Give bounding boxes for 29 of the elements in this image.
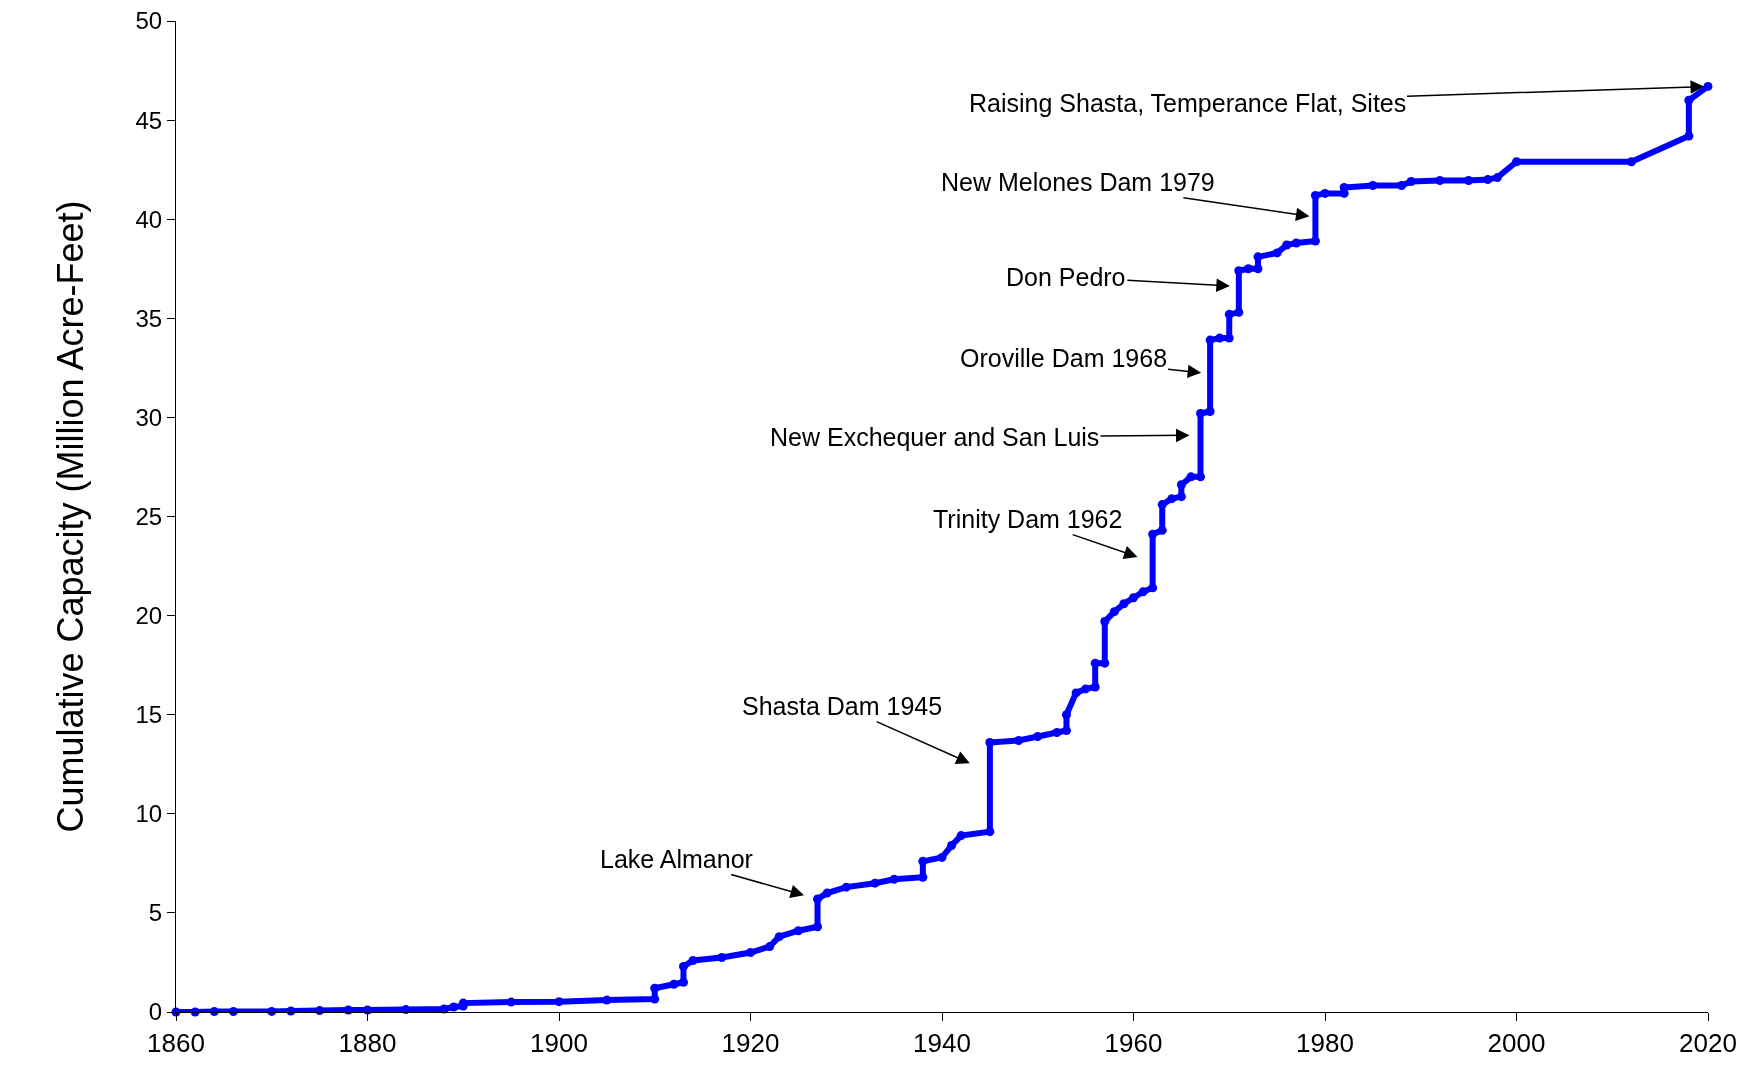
y-tick-label: 35 (135, 304, 163, 332)
x-tick-label: 1920 (721, 1028, 780, 1059)
annotation: Oroville Dam 1968 (960, 344, 1168, 372)
x-tick-label: 1860 (147, 1028, 205, 1059)
annotation: Trinity Dam 1962 (933, 505, 1123, 533)
x-tick-label: 2020 (1679, 1028, 1737, 1059)
y-tick-label: 25 (135, 502, 163, 530)
annotation: New Melones Dam 1979 (941, 168, 1215, 196)
annotation: Don Pedro (1006, 263, 1126, 291)
annotation: Raising Shasta, Temperance Flat, Sites (969, 89, 1407, 117)
x-tick-label: 1960 (1104, 1028, 1163, 1059)
y-tick-label: 30 (135, 403, 163, 431)
y-tick-label: 0 (148, 998, 163, 1026)
y-tick-label: 5 (148, 899, 163, 927)
y-tick-label: 45 (135, 106, 163, 134)
y-tick-label: 15 (135, 701, 163, 729)
annotation: Shasta Dam 1945 (742, 692, 943, 720)
x-tick-label: 1880 (338, 1028, 397, 1059)
y-tick-label: 20 (135, 602, 163, 629)
y-tick-label: 10 (135, 800, 163, 828)
x-tick-label: 2000 (1487, 1028, 1546, 1059)
annotation: New Exchequer and San Luis (770, 423, 1100, 451)
x-tick-label: 1900 (530, 1028, 588, 1059)
y-axis-title: Cumulative Capacity (Million Acre-Feet) (50, 200, 92, 833)
annotation: Lake Almanor (600, 845, 753, 873)
y-tick-label: 50 (135, 7, 163, 35)
y-tick-label: 40 (135, 205, 163, 233)
x-tick-label: 1940 (913, 1028, 971, 1059)
x-tick-label: 1980 (1296, 1028, 1354, 1059)
